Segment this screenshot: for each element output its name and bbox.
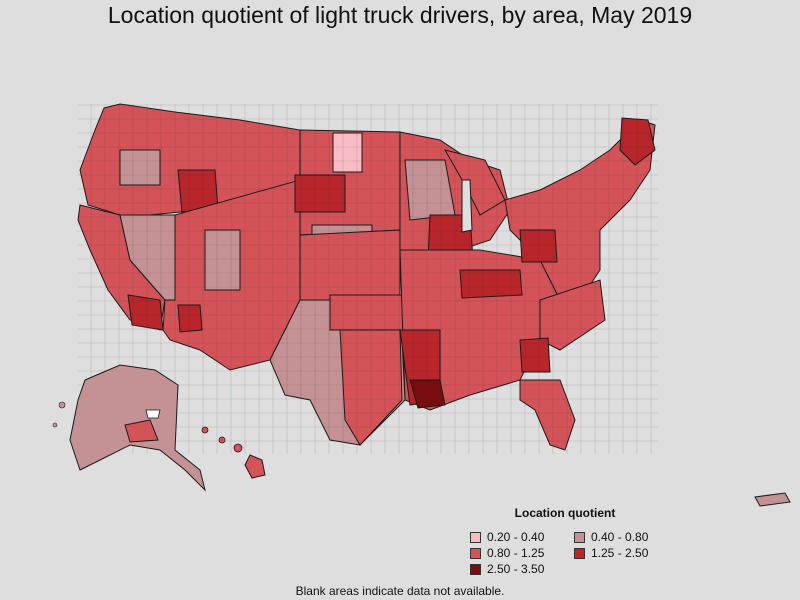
legend-item-2-50-3-50: 2.50 - 3.50: [470, 562, 574, 576]
legend: Location quotient 0.20 - 0.40 0.40 - 0.8…: [470, 506, 680, 576]
hawaii-island-maui: [233, 443, 243, 453]
alaska-island-aleutian: [52, 422, 58, 428]
map-title: Location quotient of light truck drivers…: [107, 2, 693, 28]
legend-label: 2.50 - 3.50: [487, 562, 545, 576]
legend-label: 0.40 - 0.80: [591, 530, 649, 544]
footnote: Blank areas indicate data not available.: [295, 584, 505, 598]
legend-item-0-20-0-40: 0.20 - 0.40: [470, 530, 574, 544]
legend-swatch: [574, 547, 585, 559]
legend-item-0-40-0-80: 0.40 - 0.80: [574, 530, 678, 544]
legend-label: 0.80 - 1.25: [487, 546, 545, 560]
legend-swatch: [470, 531, 481, 543]
legend-title: Location quotient: [514, 506, 616, 520]
alaska-lake: [145, 409, 161, 419]
region-hawaii[interactable]: [244, 454, 266, 479]
legend-swatch: [574, 531, 585, 543]
legend-label: 1.25 - 2.50: [591, 546, 649, 560]
legend-item-0-80-1-25: 0.80 - 1.25: [470, 546, 574, 560]
region-alaska-south[interactable]: [124, 419, 159, 443]
legend-swatch: [470, 547, 481, 559]
lake-michigan: [461, 179, 473, 233]
hawaii-island-kauai: [201, 426, 209, 434]
legend-item-1-25-2-50: 1.25 - 2.50: [574, 546, 678, 560]
hawaii-island-oahu: [218, 436, 226, 444]
legend-label: 0.20 - 0.40: [487, 530, 545, 544]
legend-swatch: [470, 563, 481, 575]
alaska-island-west: [58, 401, 66, 409]
region-puerto-rico[interactable]: [754, 492, 791, 507]
